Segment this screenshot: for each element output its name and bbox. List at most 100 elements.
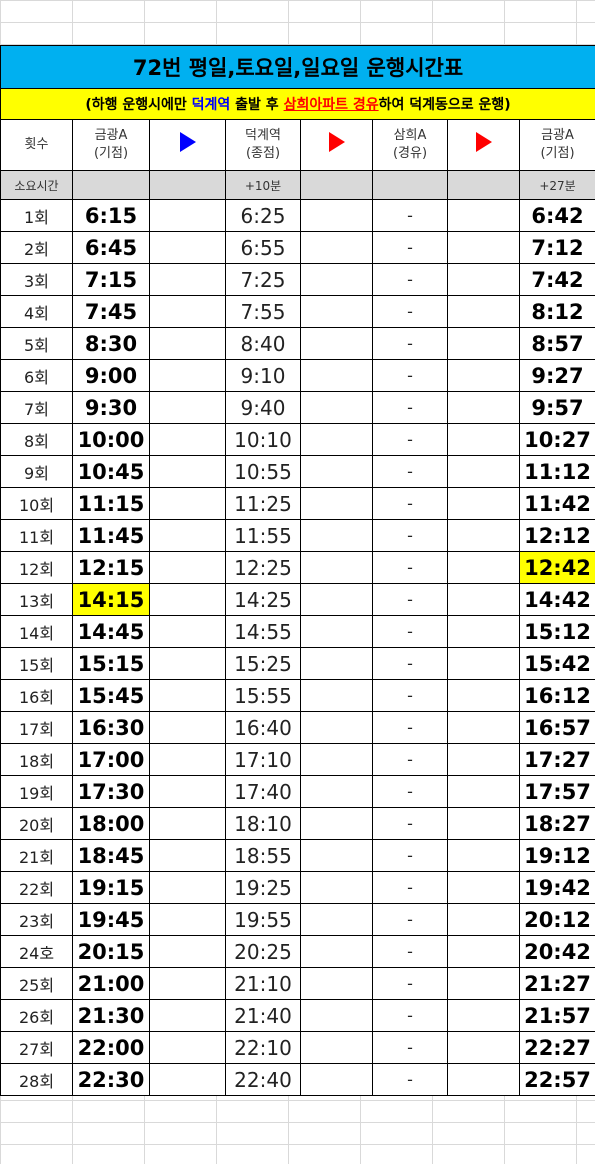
return-time[interactable]: 16:12	[518, 679, 595, 712]
station-time[interactable]: 21:10	[225, 967, 301, 1000]
arrow-spacer[interactable]	[149, 1063, 226, 1096]
trip-number[interactable]: 17회	[0, 711, 73, 744]
station-time[interactable]: 9:10	[225, 359, 301, 392]
return-time[interactable]: 12:12	[518, 519, 595, 552]
arrow-spacer[interactable]	[300, 615, 373, 648]
station-time[interactable]: 22:10	[225, 1031, 301, 1064]
arrow-spacer[interactable]	[447, 1063, 520, 1096]
arrow-spacer[interactable]	[447, 903, 520, 936]
arrow-spacer[interactable]	[300, 807, 373, 840]
arrow-spacer[interactable]	[149, 1031, 226, 1064]
arrow-spacer[interactable]	[447, 327, 520, 360]
via-time[interactable]: -	[372, 327, 448, 360]
arrow-spacer[interactable]	[300, 711, 373, 744]
return-time[interactable]: 8:57	[518, 327, 595, 360]
arrow-spacer[interactable]	[300, 647, 373, 680]
trip-number[interactable]: 20회	[0, 807, 73, 840]
return-time[interactable]: 6:42	[518, 199, 595, 232]
arrow-spacer[interactable]	[149, 295, 226, 328]
depart-time[interactable]: 19:15	[72, 871, 150, 904]
arrow-spacer[interactable]	[447, 231, 520, 264]
duration-cell[interactable]	[149, 170, 226, 200]
station-time[interactable]: 15:25	[225, 647, 301, 680]
station-time[interactable]: 18:10	[225, 807, 301, 840]
return-time[interactable]: 22:57	[518, 1063, 595, 1096]
via-time[interactable]: -	[372, 839, 448, 872]
return-time[interactable]: 19:12	[518, 839, 595, 872]
return-time[interactable]: 20:12	[518, 903, 595, 936]
station-time[interactable]: 19:25	[225, 871, 301, 904]
return-time[interactable]: 14:42	[518, 583, 595, 616]
header-stop4[interactable]: 금광A (기점)	[518, 119, 595, 171]
arrow-spacer[interactable]	[300, 967, 373, 1000]
return-time[interactable]: 7:42	[518, 263, 595, 296]
trip-number[interactable]: 11회	[0, 519, 73, 552]
arrow-spacer[interactable]	[447, 807, 520, 840]
arrow-spacer[interactable]	[149, 391, 226, 424]
depart-time[interactable]: 15:45	[72, 679, 150, 712]
depart-time[interactable]: 17:00	[72, 743, 150, 776]
arrow-spacer[interactable]	[149, 487, 226, 520]
return-time[interactable]: 11:12	[518, 455, 595, 488]
depart-time[interactable]: 8:30	[72, 327, 150, 360]
duration-cell[interactable]	[300, 170, 373, 200]
station-time[interactable]: 10:10	[225, 423, 301, 456]
via-time[interactable]: -	[372, 295, 448, 328]
arrow-spacer[interactable]	[447, 935, 520, 968]
trip-number[interactable]: 3회	[0, 263, 73, 296]
arrow-spacer[interactable]	[447, 967, 520, 1000]
station-time[interactable]: 7:25	[225, 263, 301, 296]
arrow-spacer[interactable]	[149, 711, 226, 744]
arrow-spacer[interactable]	[300, 999, 373, 1032]
arrow-spacer[interactable]	[300, 583, 373, 616]
via-time[interactable]: -	[372, 551, 448, 584]
arrow-spacer[interactable]	[447, 839, 520, 872]
station-time[interactable]: 6:25	[225, 199, 301, 232]
duration-label[interactable]: 소요시간	[0, 170, 73, 200]
arrow-spacer[interactable]	[447, 263, 520, 296]
via-time[interactable]: -	[372, 583, 448, 616]
arrow-spacer[interactable]	[447, 359, 520, 392]
arrow-spacer[interactable]	[447, 711, 520, 744]
arrow-spacer[interactable]	[447, 295, 520, 328]
arrow-spacer[interactable]	[300, 455, 373, 488]
duration-stop4[interactable]: +27분	[518, 170, 595, 200]
via-time[interactable]: -	[372, 775, 448, 808]
station-time[interactable]: 11:25	[225, 487, 301, 520]
trip-number[interactable]: 14회	[0, 615, 73, 648]
return-time[interactable]: 9:57	[518, 391, 595, 424]
route-note[interactable]: (하행 운행시에만 덕계역 출발 후 삼희아파트 경유하여 덕계동으로 운행)	[0, 88, 595, 120]
via-time[interactable]: -	[372, 455, 448, 488]
arrow-spacer[interactable]	[300, 359, 373, 392]
depart-time[interactable]: 14:45	[72, 615, 150, 648]
trip-number[interactable]: 16회	[0, 679, 73, 712]
arrow-spacer[interactable]	[149, 519, 226, 552]
station-time[interactable]: 8:40	[225, 327, 301, 360]
header-stop1[interactable]: 금광A (기점)	[72, 119, 150, 171]
arrow-spacer[interactable]	[149, 551, 226, 584]
arrow-spacer[interactable]	[447, 455, 520, 488]
arrow-spacer[interactable]	[300, 327, 373, 360]
via-time[interactable]: -	[372, 711, 448, 744]
return-time[interactable]: 8:12	[518, 295, 595, 328]
arrow-spacer[interactable]	[300, 199, 373, 232]
depart-time[interactable]: 18:45	[72, 839, 150, 872]
arrow-spacer[interactable]	[447, 487, 520, 520]
arrow-cell-3[interactable]	[447, 119, 520, 171]
via-time[interactable]: -	[372, 391, 448, 424]
arrow-spacer[interactable]	[300, 391, 373, 424]
via-time[interactable]: -	[372, 647, 448, 680]
header-stop3[interactable]: 삼희A (경유)	[372, 119, 448, 171]
arrow-spacer[interactable]	[447, 1031, 520, 1064]
depart-time[interactable]: 19:45	[72, 903, 150, 936]
depart-time[interactable]: 9:30	[72, 391, 150, 424]
arrow-spacer[interactable]	[447, 519, 520, 552]
return-time[interactable]: 18:27	[518, 807, 595, 840]
trip-number[interactable]: 13회	[0, 583, 73, 616]
depart-time[interactable]: 6:15	[72, 199, 150, 232]
arrow-spacer[interactable]	[300, 775, 373, 808]
header-stop2[interactable]: 덕계역 (종점)	[225, 119, 301, 171]
station-time[interactable]: 18:55	[225, 839, 301, 872]
arrow-spacer[interactable]	[300, 551, 373, 584]
trip-number[interactable]: 5회	[0, 327, 73, 360]
